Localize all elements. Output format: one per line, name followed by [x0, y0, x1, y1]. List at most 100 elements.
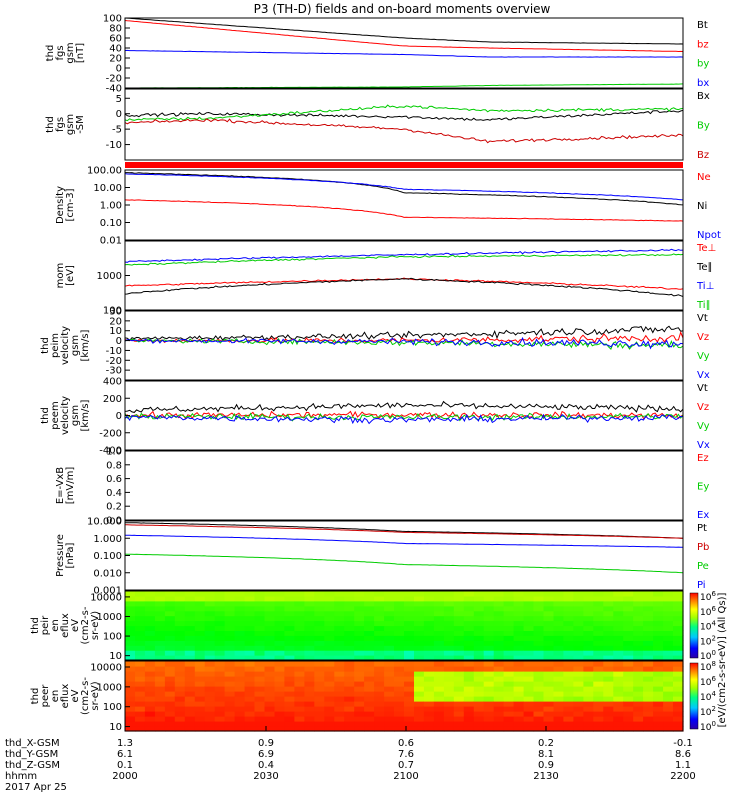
spectrogram-cell	[204, 625, 216, 631]
spectrogram-cell	[394, 620, 405, 627]
spectrogram-cell	[543, 701, 555, 707]
spectrogram-cell	[493, 706, 505, 712]
spectrogram-cell	[443, 615, 455, 622]
spectrogram-cell	[164, 706, 176, 712]
spectrogram-cell	[384, 666, 395, 672]
spectrogram-cell	[254, 625, 266, 631]
spectrogram-cell	[483, 625, 495, 631]
spectrogram-cell	[135, 635, 146, 641]
spectrogram-cell	[663, 610, 674, 617]
panel-8: PtPbPePi10.0001.0000.1000.0100.001Pressu…	[55, 517, 709, 597]
y-tick-label: 100	[103, 306, 122, 317]
spectrogram-cell	[613, 600, 624, 607]
spectrogram-cell	[503, 635, 515, 641]
spectrogram-cell	[553, 676, 565, 682]
spectrogram-cell	[523, 691, 535, 697]
spectrogram-cell	[573, 681, 584, 687]
spectrogram-cell	[324, 630, 335, 636]
spectrogram-cell	[503, 661, 515, 667]
spectrogram-cell	[334, 726, 345, 732]
spectrogram-cell	[563, 610, 574, 617]
spectrogram-cell	[423, 645, 435, 651]
spectrogram-cell	[244, 706, 256, 712]
spectrogram-cell	[553, 716, 565, 722]
spectrogram-cell	[603, 645, 614, 651]
spectrogram-cell	[174, 661, 186, 667]
spectrogram-cell	[503, 676, 515, 682]
spectrogram-cell	[384, 671, 395, 677]
spectrogram-cell	[244, 630, 256, 636]
spectrogram-cell	[533, 661, 545, 667]
spectrogram-cell	[583, 661, 594, 667]
series-line-Ti⊥	[124, 248, 684, 263]
spectrogram-cell	[135, 721, 146, 727]
footer-value: 2000	[112, 771, 137, 782]
spectrogram-cell	[543, 661, 555, 667]
spectrogram-cell	[613, 691, 624, 697]
y-tick-label: 20	[109, 316, 122, 327]
spectrogram-cell	[503, 655, 515, 661]
spectrogram-cell	[663, 620, 674, 627]
spectrogram-cell	[443, 650, 455, 656]
spectrogram-cell	[384, 681, 395, 687]
spectrogram-cell	[613, 701, 624, 707]
spectrogram-cell	[294, 635, 305, 641]
spectrogram-cell	[523, 620, 535, 627]
spectrogram-cell	[493, 711, 505, 717]
spectrogram-cell	[404, 615, 415, 622]
spectrogram-cell	[593, 661, 604, 667]
spectrogram-cell	[144, 595, 156, 602]
spectrogram-cell	[414, 645, 425, 651]
spectrogram-cell	[443, 696, 455, 702]
y-axis-label: mom	[55, 263, 66, 289]
spectrogram-cell	[394, 610, 405, 617]
spectrogram-cell	[214, 615, 226, 622]
series-line-Npot	[124, 173, 684, 201]
spectrogram-cell	[463, 726, 475, 732]
spectrogram-cell	[493, 635, 505, 641]
spectrogram-cell	[643, 625, 654, 631]
y-tick-label: -5	[112, 125, 122, 136]
spectrogram-cell	[394, 711, 405, 717]
spectrogram-cell	[324, 655, 335, 661]
spectrogram-cell	[423, 620, 435, 627]
spectrogram-cell	[304, 615, 315, 622]
spectrogram-cell	[284, 625, 295, 631]
colorbar-title: [eV/(cm2-s-sr-eV)] (All Qs)]	[717, 592, 728, 727]
spectrogram-cell	[414, 726, 425, 732]
spectrogram-cell	[414, 721, 425, 727]
spectrogram-cell	[653, 711, 664, 717]
spectrogram-cell	[254, 645, 266, 651]
spectrogram-cell	[314, 696, 325, 702]
spectrogram-cell	[144, 681, 156, 687]
spectrogram-cell	[543, 681, 555, 687]
spectrogram-cell	[304, 610, 315, 617]
spectrogram-cell	[184, 600, 196, 607]
spectrogram-cell	[214, 686, 226, 692]
spectrogram-cell	[573, 620, 584, 627]
spectrogram-cell	[553, 726, 565, 732]
spectrogram-cell	[324, 635, 335, 641]
spectrogram-cell	[643, 655, 654, 661]
spectrogram-cell	[633, 595, 644, 602]
footer-value: 8.6	[675, 749, 691, 760]
spectrogram-cell	[463, 711, 475, 717]
spectrogram-cell	[443, 591, 455, 597]
spectrogram-cell	[214, 716, 226, 722]
spectrogram-cell	[583, 600, 594, 607]
colorbar-tick-label: 102	[700, 705, 716, 718]
spectrogram-cell	[573, 686, 584, 692]
spectrogram-cell	[135, 691, 146, 697]
spectrogram-cell	[633, 696, 644, 702]
spectrogram-cell	[473, 706, 485, 712]
spectrogram-cell	[493, 630, 505, 636]
spectrogram-cell	[224, 726, 236, 732]
spectrogram-cell	[503, 620, 515, 627]
spectrogram-cell	[453, 625, 465, 631]
spectrogram-cell	[653, 630, 664, 636]
spectrogram-cell	[583, 605, 594, 612]
spectrogram-cell	[483, 716, 495, 722]
spectrogram-cell	[204, 716, 216, 722]
spectrogram-cell	[573, 640, 584, 646]
panel-frame	[124, 660, 684, 732]
